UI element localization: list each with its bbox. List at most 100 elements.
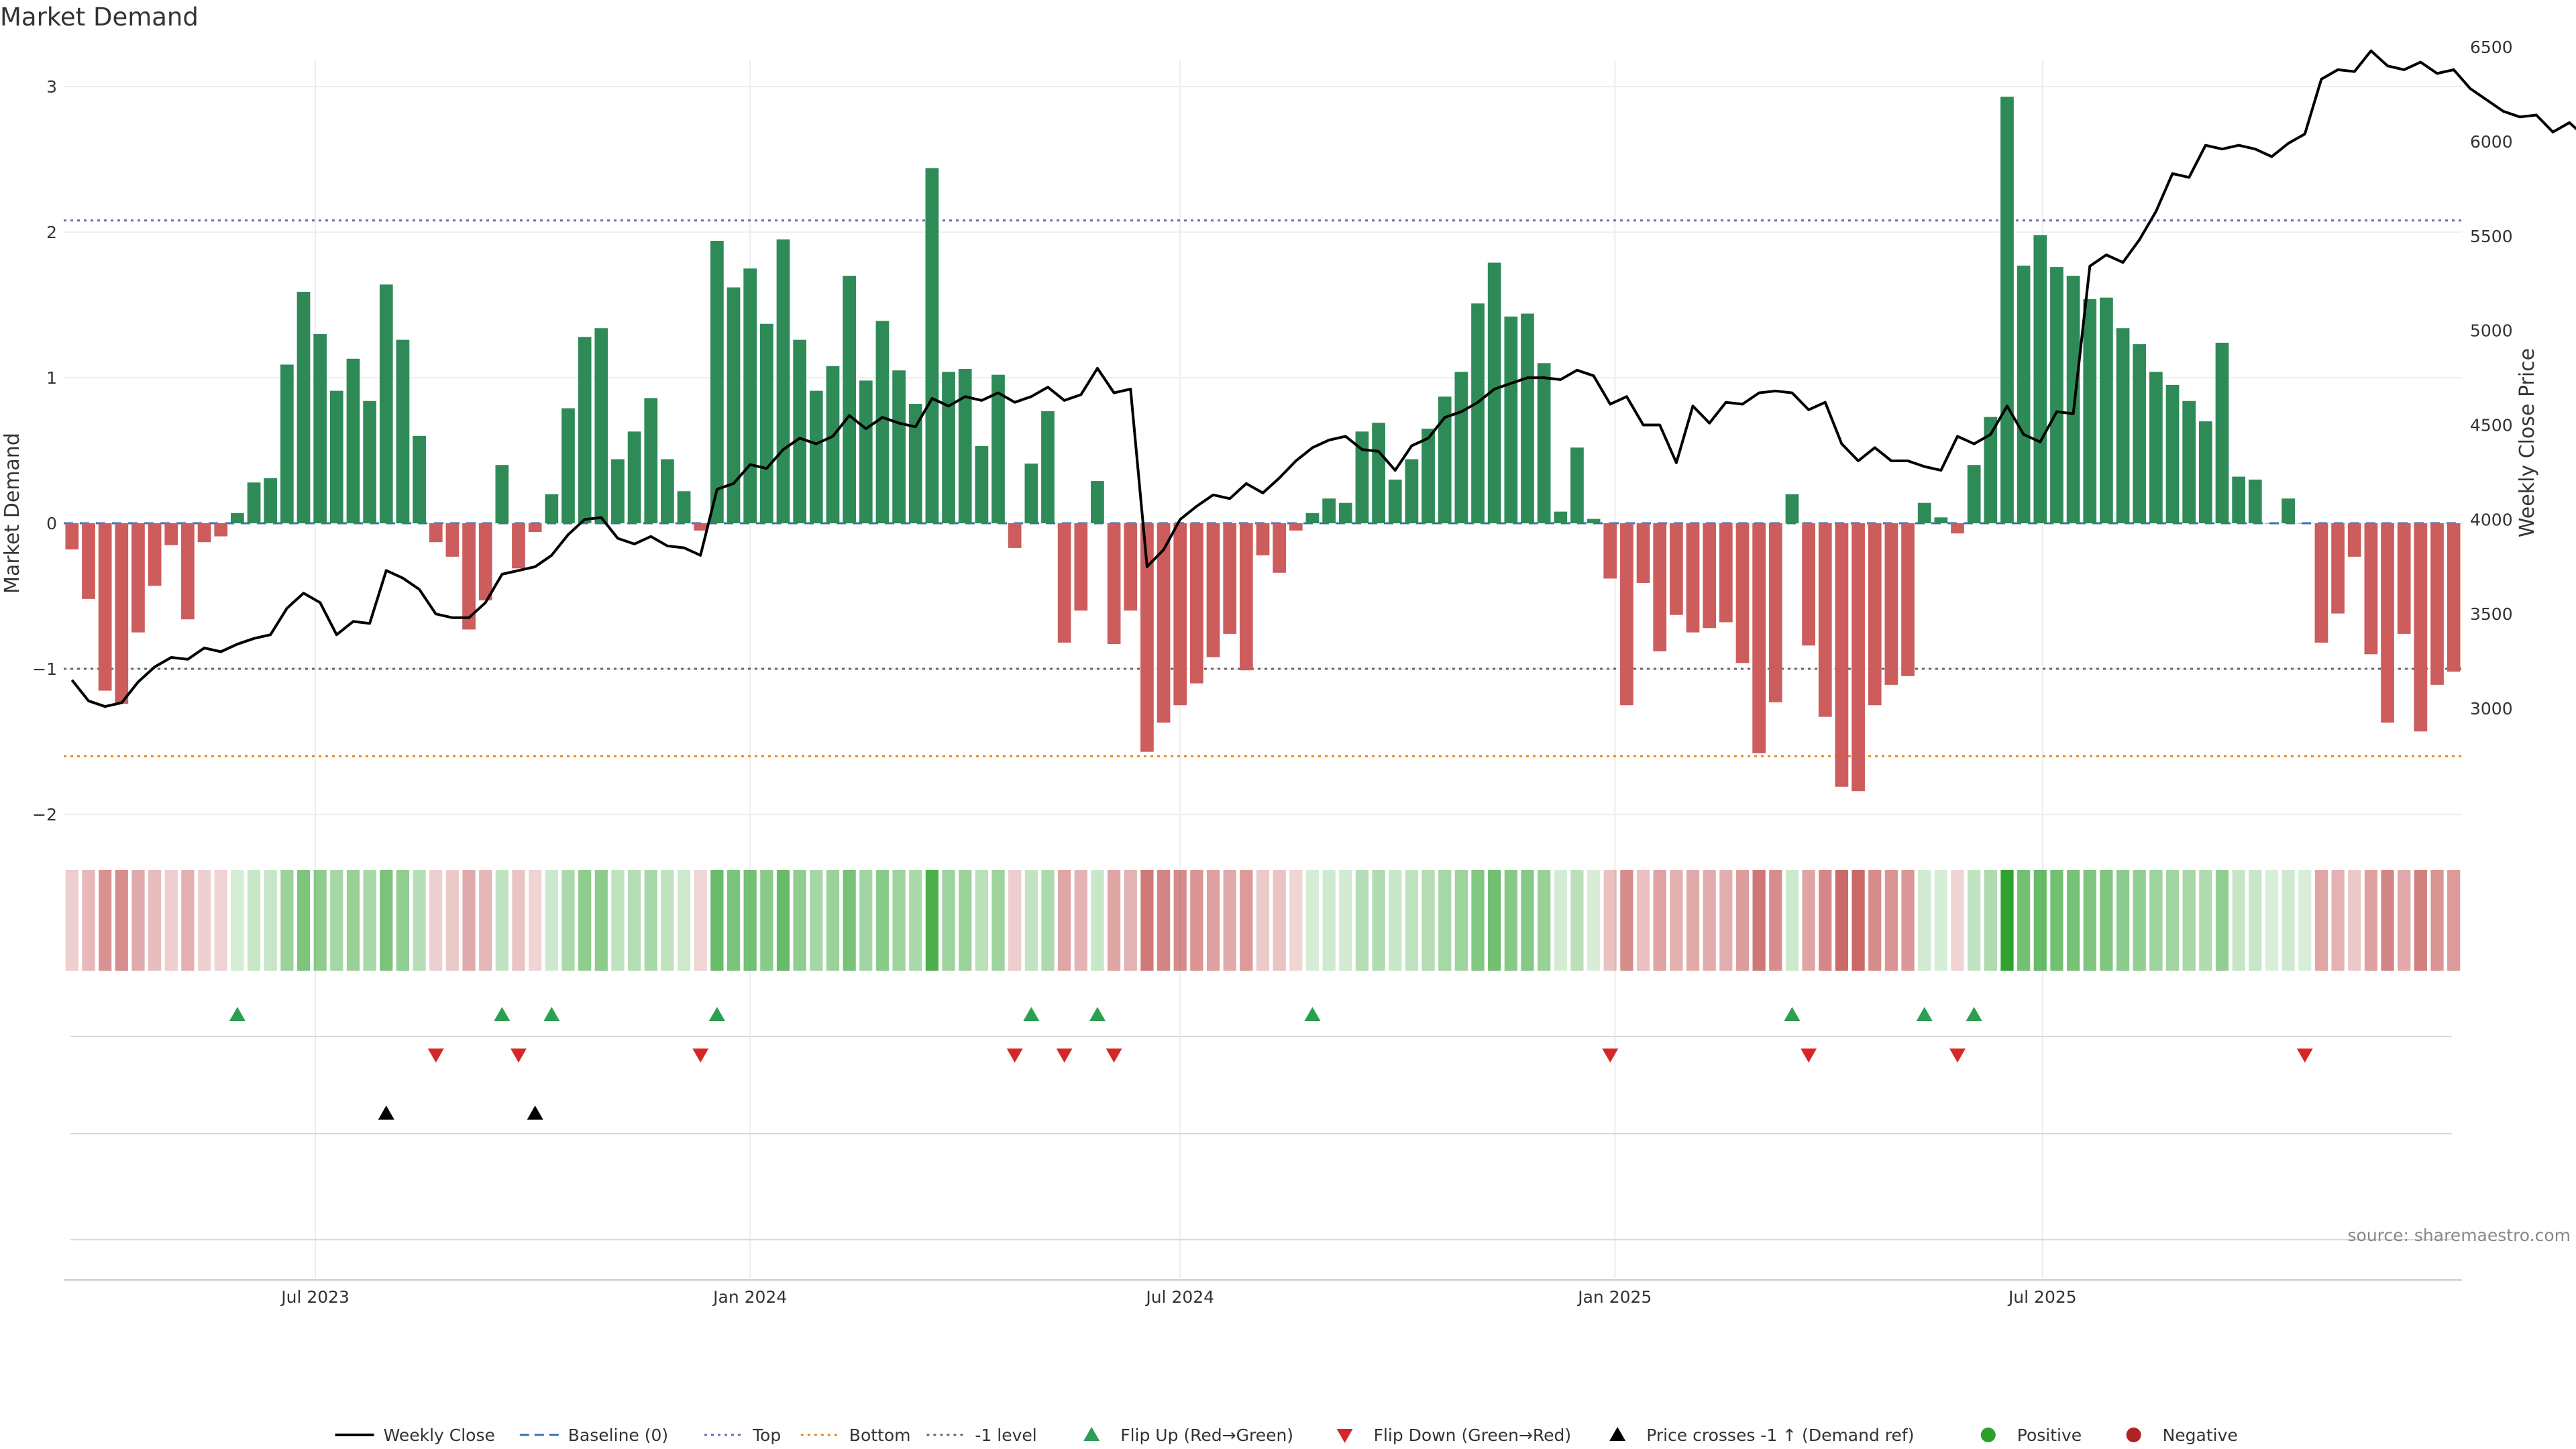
flip-up-marker <box>1784 1007 1801 1021</box>
heat-cell <box>1173 870 1187 971</box>
y2-tick-label: 3500 <box>2470 604 2513 624</box>
heat-cell <box>131 870 145 971</box>
demand-bar <box>1768 523 1782 702</box>
y2-tick-label: 5000 <box>2470 321 2513 341</box>
heat-cell <box>2066 870 2080 971</box>
x-tick-label: Jul 2024 <box>1144 1287 1214 1307</box>
demand-bar <box>1735 523 1750 663</box>
heat-cell <box>181 870 195 971</box>
heat-cell <box>1851 870 1865 971</box>
heat-cell <box>942 870 955 971</box>
demand-bar <box>2447 523 2461 672</box>
heat-cell <box>1421 870 1435 971</box>
y-tick-label: −2 <box>32 805 57 824</box>
demand-bar <box>1388 479 1402 523</box>
demand-bar <box>1008 523 1022 548</box>
price-cross-marker <box>378 1106 394 1120</box>
demand-bar <box>1967 465 1981 523</box>
demand-bar <box>2364 523 2378 655</box>
demand-bar <box>1587 519 1601 523</box>
demand-bar <box>1487 262 1501 523</box>
y-tick-label: 0 <box>46 514 57 533</box>
demand-bar <box>2381 523 2394 723</box>
flip-up-marker <box>708 1007 725 1021</box>
heat-cell <box>2314 870 2328 971</box>
legend-label-flip-up-red-green: Flip Up (Red→Green) <box>1120 1426 1293 1445</box>
demand-bar <box>1107 523 1121 645</box>
demand-bar <box>809 390 823 523</box>
flip-down-marker <box>1801 1049 1817 1063</box>
heat-cell <box>1636 870 1650 971</box>
flip-down-marker <box>1056 1049 1073 1063</box>
heat-cell <box>1752 870 1766 971</box>
demand-bar <box>297 291 311 523</box>
demand-bar <box>1372 423 1385 523</box>
heat-cell <box>1206 870 1220 971</box>
heat-cell <box>115 870 128 971</box>
demand-bar <box>82 523 95 599</box>
demand-bar <box>197 523 211 543</box>
demand-bar <box>313 333 327 523</box>
demand-bar <box>462 523 476 630</box>
heat-cell <box>429 870 443 971</box>
heat-cell <box>1802 870 1815 971</box>
demand-bar <box>264 478 278 523</box>
demand-bar <box>1124 523 1138 611</box>
legend-label-bottom: Bottom <box>849 1426 911 1445</box>
heat-cell <box>727 870 741 971</box>
heat-cell <box>1521 870 1534 971</box>
demand-bar <box>2050 267 2063 523</box>
demand-bar <box>1570 447 1584 523</box>
y-tick-label: 2 <box>46 223 57 242</box>
heat-cell <box>65 870 78 971</box>
legend-label-price-crosses-1-demand-ref: Price crosses -1 ↑ (Demand ref) <box>1646 1426 1914 1445</box>
demand-bar <box>231 513 244 523</box>
demand-bar <box>958 368 972 523</box>
heat-cell <box>760 870 773 971</box>
demand-bar <box>131 523 145 633</box>
heat-cell <box>413 870 426 971</box>
heat-cell <box>545 870 558 971</box>
demand-bar <box>1322 498 1336 523</box>
flip-up-marker <box>1023 1007 1040 1021</box>
demand-bar <box>1504 316 1518 523</box>
demand-bar <box>843 276 856 523</box>
heat-cell <box>843 870 856 971</box>
heat-cell <box>627 870 641 971</box>
heat-cell <box>909 870 922 971</box>
heat-cell <box>1835 870 1849 971</box>
flip-down-marker <box>1949 1049 1966 1063</box>
heat-cell <box>1653 870 1666 971</box>
demand-bar <box>363 400 376 523</box>
heat-cell <box>1603 870 1617 971</box>
demand-bar <box>759 323 773 523</box>
heat-cell <box>826 870 840 971</box>
demand-bar <box>1917 502 1931 523</box>
y-tick-label: 3 <box>46 77 57 97</box>
heat-cell <box>1389 870 1402 971</box>
heat-cell <box>1901 870 1915 971</box>
demand-bar <box>1934 517 1948 523</box>
heat-cell <box>2033 870 2047 971</box>
demand-bar <box>594 328 608 523</box>
y2-tick-label: 6500 <box>2470 38 2513 57</box>
heat-cell <box>2430 870 2444 971</box>
y2-tick-label: 3000 <box>2470 699 2513 718</box>
demand-bar <box>445 523 460 557</box>
demand-bar <box>329 390 343 523</box>
demand-bar <box>2133 344 2147 523</box>
demand-bar <box>925 168 939 523</box>
heat-cell <box>2000 870 2014 971</box>
demand-bar <box>1686 523 1700 633</box>
heat-cell <box>1305 870 1320 971</box>
demand-bar <box>1091 481 1104 523</box>
demand-bar <box>578 337 592 523</box>
y-tick-label: −1 <box>32 659 57 679</box>
heat-cell <box>2331 870 2345 971</box>
legend-icon-negative <box>2126 1428 2141 1442</box>
demand-bar <box>148 523 162 586</box>
legend-label-top: Top <box>752 1426 781 1445</box>
demand-bar <box>429 523 443 543</box>
heat-cell <box>1074 870 1087 971</box>
heat-cell <box>2398 870 2411 971</box>
